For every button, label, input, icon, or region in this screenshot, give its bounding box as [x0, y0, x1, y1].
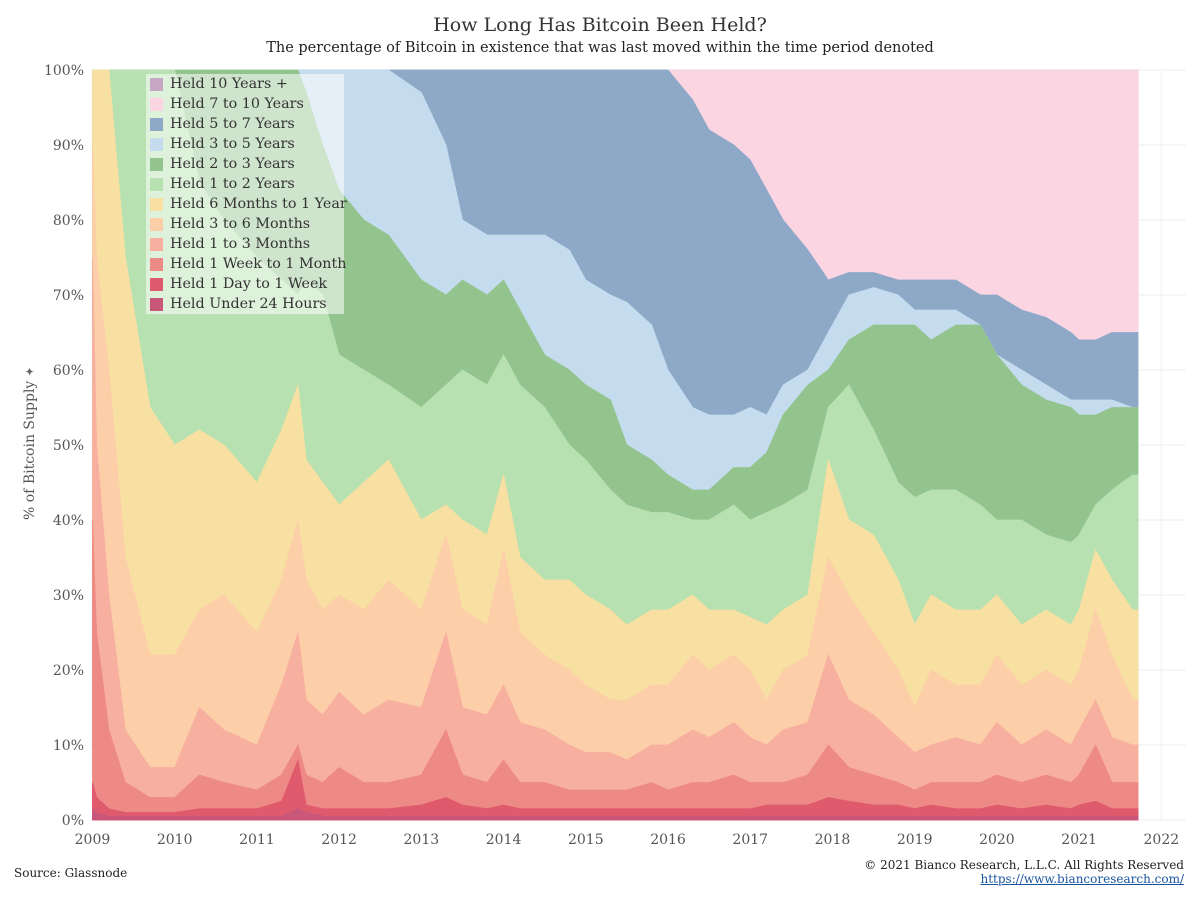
x-tick-label: 2011: [239, 832, 275, 848]
legend-item[interactable]: Held Under 24 Hours: [146, 294, 344, 314]
legend-swatch: [150, 297, 163, 311]
legend-label: Held 5 to 7 Years: [170, 116, 295, 132]
legend-item[interactable]: Held 1 Day to 1 Week: [146, 274, 344, 294]
legend-swatch: [150, 97, 163, 111]
legend-swatch: [150, 157, 163, 171]
y-tick-label: 40%: [53, 513, 84, 529]
area-series-held-under-24-hours[interactable]: [92, 807, 1139, 821]
x-tick-label: 2015: [568, 832, 604, 848]
legend-item[interactable]: Held 6 Months to 1 Year: [146, 194, 347, 214]
legend-item[interactable]: Held 1 to 2 Years: [146, 174, 344, 194]
chart-title: How Long Has Bitcoin Been Held?: [433, 14, 767, 36]
x-tick-label: 2013: [404, 832, 440, 848]
legend-swatch: [150, 277, 163, 291]
chart-subtitle: The percentage of Bitcoin in existence t…: [266, 40, 934, 56]
x-tick-label: 2009: [75, 832, 111, 848]
x-tick-label: 2016: [650, 832, 686, 848]
legend-swatch: [150, 77, 163, 91]
x-tick-label: 2021: [1061, 832, 1097, 848]
legend-item[interactable]: Held 3 to 6 Months: [146, 214, 344, 234]
legend-label: Held 1 to 2 Years: [170, 176, 295, 192]
legend-item[interactable]: Held 3 to 5 Years: [146, 134, 344, 154]
x-tick-label: 2020: [979, 832, 1015, 848]
source-note: Source: Glassnode: [14, 866, 128, 880]
y-tick-label: 50%: [53, 438, 84, 454]
legend-label: Held 1 Week to 1 Month: [170, 256, 347, 272]
legend-swatch: [150, 237, 163, 251]
legend-swatch: [150, 217, 163, 231]
x-tick-label: 2014: [486, 832, 522, 848]
legend-item[interactable]: Held 2 to 3 Years: [146, 154, 344, 174]
y-tick-label: 10%: [53, 738, 84, 754]
x-tick-label: 2019: [897, 832, 933, 848]
y-tick-label: 20%: [53, 663, 84, 679]
legend-swatch: [150, 117, 163, 131]
x-tick-label: 2018: [815, 832, 851, 848]
legend: Held 10 Years + Held 7 to 10 Years Held 5 …: [146, 74, 347, 314]
x-tick-labels: 2009 2010 2011 2012 2013 2014 2015 2016 2017 2018…: [75, 832, 1180, 848]
legend-label: Held 2 to 3 Years: [170, 156, 295, 172]
area-series-held-1-week-to-1-month[interactable]: [92, 519, 1139, 821]
copyright-note: © 2021 Bianco Research, L.L.C. All Right…: [864, 858, 1184, 872]
legend-swatch: [150, 257, 163, 271]
y-tick-label: 30%: [53, 588, 84, 604]
legend-label: Held 1 Day to 1 Week: [170, 276, 328, 292]
legend-swatch: [150, 197, 163, 211]
legend-label: Held 1 to 3 Months: [170, 236, 311, 252]
legend-item[interactable]: Held 1 to 3 Months: [146, 234, 344, 254]
legend-item[interactable]: Held 1 Week to 1 Month: [146, 254, 347, 274]
y-tick-labels: 0% 10% 20% 30% 40% 50% 60% 70% 80% 90% 100%: [44, 63, 84, 829]
x-tick-label: 2017: [732, 832, 768, 848]
y-tick-label: 80%: [53, 213, 84, 229]
area-series-held-1-to-3-months[interactable]: [92, 257, 1139, 821]
legend-label: Held 6 Months to 1 Year: [170, 196, 347, 212]
legend-item[interactable]: Held 5 to 7 Years: [146, 114, 344, 134]
legend-label: Held 3 to 5 Years: [170, 136, 295, 152]
y-tick-label: 100%: [44, 63, 84, 79]
x-tick-label: 2022: [1144, 832, 1180, 848]
legend-item[interactable]: Held 10 Years +: [146, 74, 344, 94]
x-tick-label: 2010: [157, 832, 193, 848]
area-series-held-1-day-to-1-week[interactable]: [92, 758, 1139, 821]
legend-item[interactable]: Held 7 to 10 Years: [146, 94, 344, 114]
x-tick-label: 2012: [321, 832, 357, 848]
area-series-group: [92, 69, 1139, 821]
y-tick-label: 0%: [62, 813, 84, 829]
legend-label: Held 10 Years +: [170, 76, 288, 92]
website-link[interactable]: https://www.biancoresearch.com/: [980, 872, 1184, 886]
y-tick-label: 60%: [53, 363, 84, 379]
legend-label: Held 7 to 10 Years: [170, 96, 304, 112]
y-tick-label: 90%: [53, 138, 84, 154]
y-tick-label: 70%: [53, 288, 84, 304]
legend-label: Held Under 24 Hours: [170, 296, 327, 312]
legend-swatch: [150, 137, 163, 151]
legend-label: Held 3 to 6 Months: [170, 216, 311, 232]
legend-swatch: [150, 177, 163, 191]
area-series-held-3-to-6-months[interactable]: [92, 144, 1139, 821]
